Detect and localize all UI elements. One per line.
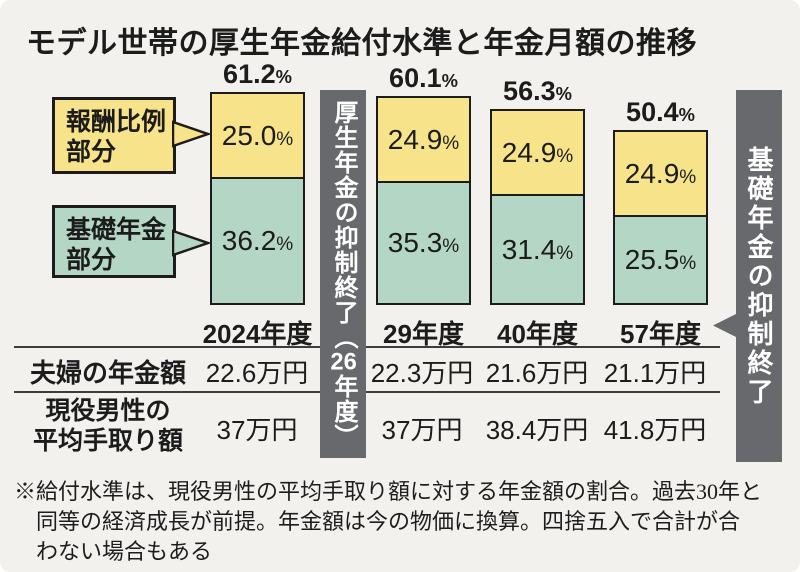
bar-year-label: 57年度 — [620, 319, 701, 349]
bar-total-label: 60.1% — [389, 63, 458, 93]
table-cell: 22.6万円 — [205, 358, 309, 388]
table-cell: 37万円 — [216, 415, 298, 445]
segment-value-label: 25.0% — [221, 119, 294, 151]
table-cell: 21.6万円 — [485, 358, 589, 388]
bar-segment-basic: 35.3% — [376, 183, 471, 305]
bar-segment-basic: 36.2% — [210, 179, 305, 305]
table-cell: 38.4万円 — [485, 415, 589, 445]
segment-value-label: 25.5% — [624, 244, 697, 275]
table-divider — [14, 346, 720, 348]
footnote: ※給付水準は、現役男性の平均手取り額に対する年金額の割合。過去30年と 同等の経… — [14, 477, 762, 567]
band-arrow-left-icon — [713, 313, 738, 338]
bar-segment-earnings: 25.0% — [210, 92, 305, 179]
table-row-label-couple-pension: 夫婦の年金額 — [30, 358, 187, 388]
table-cell: 37万円 — [381, 415, 463, 445]
bar-2040: 56.3% 24.9% 31.4% 40年度 — [490, 76, 585, 349]
bar-total-label: 61.2% — [223, 59, 292, 89]
footnote-line: ※給付水準は、現役男性の平均手取り額に対する年金額の割合。過去30年と — [14, 479, 763, 504]
table-cell: 41.8万円 — [603, 415, 707, 445]
segment-value-label: 35.3% — [387, 227, 460, 258]
annotation-band-kosei-suppression-end: 厚生年金の抑制終了（26年度） — [320, 90, 366, 458]
bar-segment-basic: 25.5% — [613, 217, 708, 305]
legend-earnings-related: 報酬比例 部分 — [52, 97, 176, 174]
bar-segment-earnings: 24.9% — [490, 109, 585, 196]
bar-total-label: 56.3% — [503, 76, 572, 106]
bar-2024: 61.2% 25.0% 36.2% 2024年度 — [203, 59, 313, 349]
segment-value-label: 24.9% — [501, 136, 574, 168]
bar-segment-basic: 31.4% — [490, 196, 585, 305]
bar-year-label: 40年度 — [497, 319, 578, 349]
legend-basic-pension: 基礎年金 部分 — [52, 205, 176, 278]
bar-segment-earnings: 24.9% — [613, 130, 708, 217]
segment-value-label: 24.9% — [387, 123, 460, 155]
footnote-line: 同等の経済成長が前提。年金額は今の物価に換算。四捨五入で合計が合 — [36, 509, 741, 534]
bar-2029: 60.1% 24.9% 35.3% 29年度 — [376, 63, 471, 349]
bar-segment-earnings: 24.9% — [376, 96, 471, 183]
page-title: モデル世帯の厚生年金給付水準と年金月額の推移 — [26, 27, 697, 60]
footnote-line: わない場合もある — [36, 539, 213, 564]
table-cell: 21.1万円 — [603, 358, 707, 388]
annotation-band-kiso-suppression-end: 基礎年金の抑制終了 — [736, 90, 782, 462]
bar-year-label: 29年度 — [383, 319, 464, 349]
callout-arrow-right-icon — [172, 229, 210, 257]
table-row-label-male-takehome: 現役男性の 平均手取り額 — [32, 397, 183, 455]
table-divider — [14, 391, 720, 393]
callout-arrow-right-icon — [172, 120, 210, 148]
segment-value-label: 36.2% — [221, 225, 294, 256]
bar-2057: 50.4% 24.9% 25.5% 57年度 — [613, 97, 708, 349]
bar-total-label: 50.4% — [626, 97, 695, 127]
segment-value-label: 31.4% — [501, 233, 574, 265]
table-cell: 22.3万円 — [370, 358, 474, 388]
bar-year-label: 2024年度 — [202, 319, 313, 349]
segment-value-label: 24.9% — [624, 157, 697, 189]
